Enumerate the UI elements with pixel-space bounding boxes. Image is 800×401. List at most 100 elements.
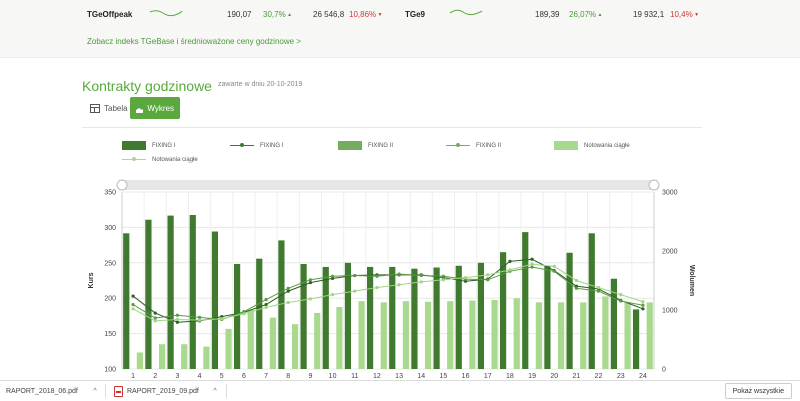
bar <box>602 296 609 369</box>
download-filename: RAPORT_2019_09.pdf <box>127 387 199 395</box>
series-point <box>153 311 157 315</box>
chart-bars <box>123 215 653 369</box>
sparkline-icon <box>449 9 483 16</box>
download-separator <box>226 384 227 398</box>
bar <box>314 312 321 369</box>
bar <box>145 219 152 369</box>
legend-swatch <box>122 141 146 150</box>
index-tgebase-link[interactable]: Zobacz indeks TGeBase i średnioważone ce… <box>87 37 301 46</box>
download-item[interactable]: RAPORT_2018_06.pdf <box>6 381 78 401</box>
series-point <box>508 268 512 272</box>
table-view-button[interactable]: Tabela <box>84 97 134 119</box>
legend-ciagle-line[interactable]: Notowania ciągłe <box>122 155 198 164</box>
series-point <box>286 286 290 290</box>
legend-label: FIXING II <box>476 142 502 149</box>
series-point <box>197 318 202 322</box>
x-tick-label: 13 <box>395 373 403 380</box>
legend-fixing1-line[interactable]: FIXING I <box>230 141 283 150</box>
legend-fixing2-bar[interactable]: FIXING II <box>338 141 393 150</box>
ticker-name: TGe9 <box>405 10 426 19</box>
series-point <box>530 262 534 266</box>
series-point <box>397 283 401 287</box>
ticker-panel: TGeOffpeak 190,07 30,7% 26 546,8 10,86% … <box>0 0 800 58</box>
series-point <box>486 273 490 277</box>
x-tick-label: 11 <box>351 373 358 380</box>
legend-swatch <box>554 141 578 150</box>
x-tick-label: 24 <box>639 373 647 380</box>
ticker-volume: 19 932,1 <box>633 10 665 19</box>
series-point <box>330 274 335 278</box>
legend-ciagle-bar[interactable]: Notowania ciągłe <box>554 141 630 150</box>
series-point <box>419 273 423 278</box>
series-point <box>153 319 157 323</box>
bar <box>136 352 144 369</box>
x-tick-label: 22 <box>595 373 603 380</box>
bar <box>610 278 618 369</box>
series-point <box>175 317 180 322</box>
legend-label: FIXING I <box>152 142 176 149</box>
bar <box>336 307 343 369</box>
legend-label: FIXING I <box>260 142 284 149</box>
table-view-label: Tabela <box>104 103 128 113</box>
bar <box>300 263 307 369</box>
series-point <box>308 297 313 301</box>
chart-icon <box>136 107 144 113</box>
bar <box>580 302 587 369</box>
bar <box>513 298 520 369</box>
bar <box>322 266 329 369</box>
x-tick-label: 16 <box>462 373 470 380</box>
bar <box>158 344 166 369</box>
legend-label: Notowania ciągłe <box>152 156 198 163</box>
legend-fixing2-line[interactable]: FIXING II <box>446 141 501 150</box>
range-handle-icon[interactable] <box>116 179 128 191</box>
y-tick-label: 250 <box>104 260 116 267</box>
series-point <box>264 305 268 310</box>
series-point <box>264 302 268 307</box>
x-tick-label: 19 <box>528 373 536 380</box>
bar <box>411 268 418 369</box>
series-point <box>596 289 601 293</box>
pdf-file-icon <box>114 385 123 397</box>
bar <box>491 299 498 369</box>
series-point <box>242 312 246 316</box>
x-tick-label: 2 <box>153 373 157 380</box>
download-item[interactable]: RAPORT_2019_09.pdf <box>114 381 199 401</box>
series-point <box>330 293 335 297</box>
legend-swatch <box>446 141 470 150</box>
series-point <box>552 264 556 268</box>
show-all-downloads-button[interactable]: Pokaż wszystkie <box>724 383 792 399</box>
series-point <box>530 257 534 261</box>
y2-tick-label: 1000 <box>662 308 678 315</box>
chart-view-button[interactable]: Wykres <box>130 97 180 119</box>
ticker-price: 190,07 <box>227 10 252 19</box>
ticker-price: 189,39 <box>535 10 560 19</box>
series-point <box>641 307 645 311</box>
series-line <box>132 263 644 322</box>
series-point <box>264 298 268 302</box>
range-handle-icon[interactable] <box>648 179 660 191</box>
bar <box>344 262 352 369</box>
x-tick-label: 4 <box>198 373 202 380</box>
bar <box>557 302 565 369</box>
legend-label: Notowania ciągłe <box>584 142 630 149</box>
series-point <box>220 317 224 321</box>
y-tick-label: 300 <box>104 225 116 232</box>
chevron-up-icon[interactable]: ^ <box>93 387 97 395</box>
bar <box>256 258 263 369</box>
bar <box>380 302 387 369</box>
download-filename: RAPORT_2018_06.pdf <box>6 387 78 395</box>
bar <box>632 309 640 369</box>
chart-lines <box>131 257 645 324</box>
series-point <box>419 280 423 284</box>
legend-fixing1-bar[interactable]: FIXING I <box>122 141 175 150</box>
chevron-up-icon[interactable]: ^ <box>213 387 217 395</box>
bar <box>167 215 174 369</box>
chart-background <box>116 179 660 191</box>
x-tick-label: 14 <box>417 373 425 380</box>
series-point <box>197 315 202 319</box>
bar <box>402 301 410 369</box>
series-point <box>375 274 379 278</box>
bar <box>477 262 485 369</box>
